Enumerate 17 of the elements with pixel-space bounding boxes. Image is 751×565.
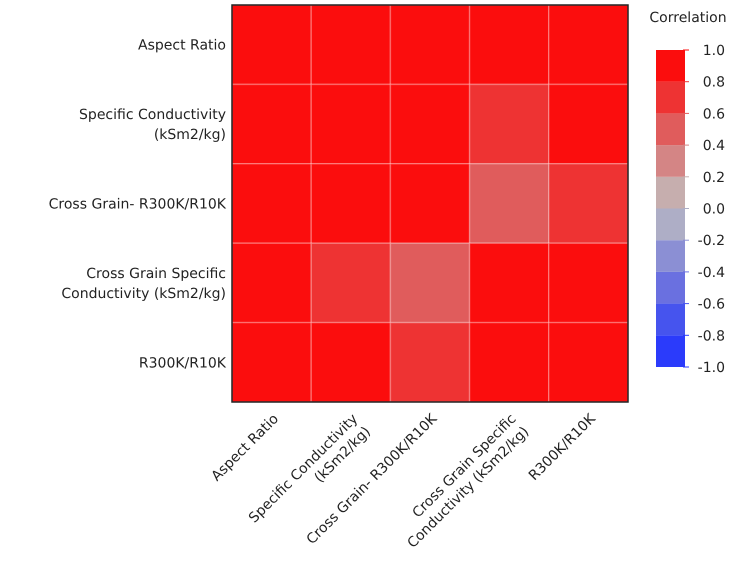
legend-title: Correlation: [649, 10, 727, 26]
color-bar-label: -0.8: [698, 328, 725, 344]
y-tick-label: R300K/R10K: [138, 355, 227, 372]
color-bar-label: 0.4: [702, 138, 726, 154]
y-tick-label: Specific Conductivity (kSm2/kg): [79, 107, 226, 144]
color-bar-label: 0.2: [702, 170, 725, 186]
y-tick-label: Cross Grain Specific Conductivity (kSm2/kg): [61, 266, 226, 302]
color-bar-label: -0.2: [698, 233, 725, 250]
color-bar-label: 0.0: [702, 202, 725, 218]
color-bar-label: 0.8: [702, 74, 725, 91]
y-tick-label: Cross Grain- R300K/R10K: [48, 196, 227, 212]
color-bar-label: -0.6: [698, 296, 726, 313]
y-tick-label: Aspect Ratio: [138, 38, 226, 54]
color-bar-label: -0.4: [698, 264, 726, 281]
color-bar-label: 0.6: [702, 106, 726, 122]
color-bar-label: 1.0: [702, 43, 725, 59]
color-bar-label: -1.0: [698, 360, 725, 376]
